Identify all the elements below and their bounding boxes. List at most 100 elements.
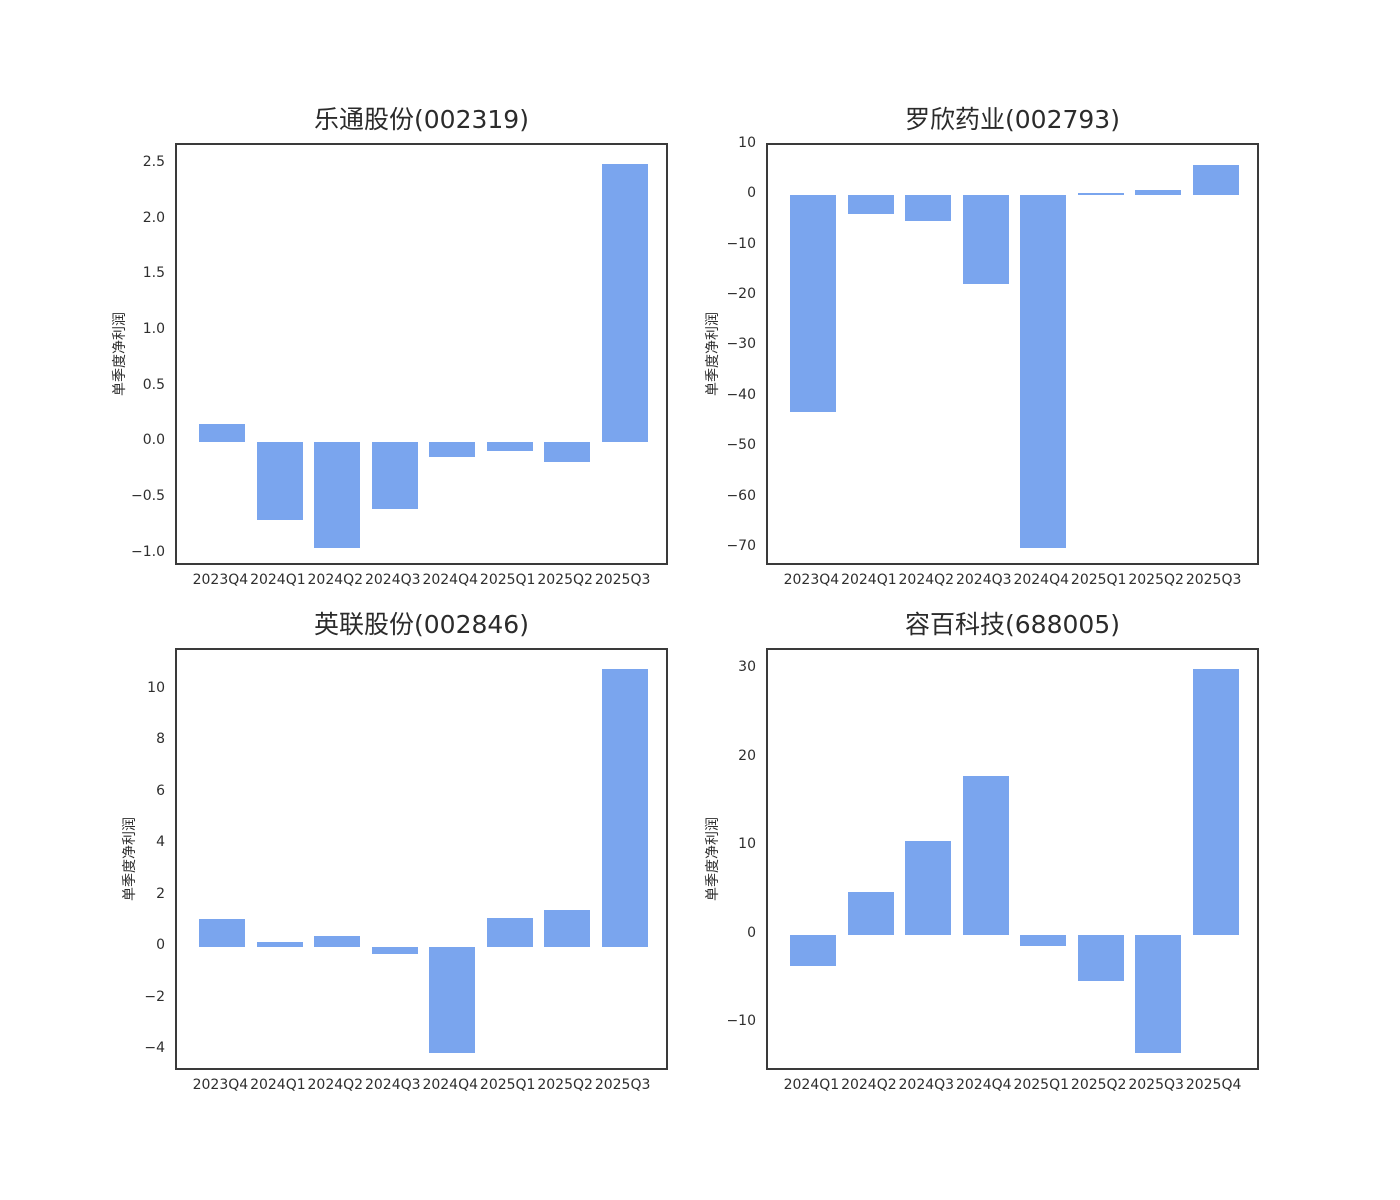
- y-tick-label: −40: [726, 386, 756, 403]
- y-tick-label: 2.5: [142, 153, 165, 170]
- bar-2024Q1: [847, 195, 894, 215]
- x-tick-label: 2024Q4: [422, 1077, 478, 1093]
- bar-2024Q2: [847, 892, 894, 935]
- x-tick-label: 2024Q4: [422, 572, 478, 588]
- x-tick-label: 2025Q4: [1185, 1077, 1242, 1093]
- bar-2025Q4: [1192, 669, 1239, 935]
- x-tick-label: 2025Q1: [1013, 1077, 1069, 1093]
- x-tick-label: 2024Q1: [250, 1077, 306, 1093]
- y-tick-label: −2: [144, 988, 165, 1005]
- y-tick-label: −0.5: [131, 487, 165, 504]
- y-tick-label: 8: [156, 731, 165, 748]
- y-tick-label: −10: [726, 235, 756, 252]
- x-tick-label: 2025Q3: [594, 572, 651, 588]
- bar-2024Q1: [790, 934, 837, 966]
- x-tick-label: 2025Q1: [479, 1077, 536, 1093]
- y-tick-label: −70: [726, 537, 756, 554]
- x-tick-label: 2024Q4: [1013, 572, 1069, 588]
- x-tick-label: 2025Q1: [479, 572, 536, 588]
- y-axis-label: 单季度净利润: [705, 817, 721, 901]
- y-tick-label: 4: [156, 834, 165, 851]
- bar-2025Q1: [1020, 934, 1067, 947]
- x-tick-label: 2023Q4: [192, 572, 249, 588]
- y-tick-label: −1.0: [131, 543, 165, 560]
- x-tick-label: 2024Q1: [783, 1077, 840, 1093]
- y-tick-label: 6: [156, 782, 165, 799]
- y-tick-label: 0: [747, 924, 756, 941]
- x-tick-label: 2023Q4: [783, 572, 840, 588]
- x-tick-label: 2024Q3: [955, 572, 1012, 588]
- plot-area: [175, 143, 668, 565]
- x-tick-label: 2024Q3: [364, 1077, 421, 1093]
- x-tick-label: 2024Q2: [841, 1077, 897, 1093]
- bar-2024Q3: [962, 195, 1009, 285]
- y-tick-label: −20: [726, 286, 756, 303]
- y-tick-label: −4: [144, 1040, 165, 1057]
- chart-title: 英联股份(002846): [314, 610, 529, 639]
- chart-title: 乐通股份(002319): [314, 105, 529, 134]
- y-tick-label: 0: [747, 185, 756, 202]
- x-tick-label: 2024Q3: [364, 572, 421, 588]
- x-tick-label: 2024Q3: [898, 1077, 955, 1093]
- x-tick-label: 2024Q2: [307, 1077, 364, 1093]
- y-tick-label: −30: [726, 336, 756, 353]
- plot-area: [766, 143, 1259, 565]
- x-tick-label: 2024Q2: [307, 572, 364, 588]
- bar-2025Q1: [1077, 193, 1124, 196]
- bar-2024Q3: [371, 947, 418, 954]
- x-tick-label: 2025Q2: [1070, 1077, 1127, 1093]
- y-tick-label: 0: [156, 937, 165, 954]
- bar-2025Q1: [486, 442, 533, 452]
- x-tick-label: 2025Q2: [537, 1077, 593, 1093]
- bar-2024Q3: [371, 442, 418, 510]
- bar-2023Q4: [790, 195, 837, 412]
- bar-2024Q1: [256, 942, 303, 948]
- x-tick-label: 2024Q2: [898, 572, 955, 588]
- bar-2025Q3: [1192, 164, 1239, 196]
- x-tick-label: 2025Q3: [594, 1077, 651, 1093]
- bar-2024Q4: [429, 442, 476, 457]
- x-tick-label: 2024Q1: [841, 572, 897, 588]
- bar-2025Q1: [486, 917, 533, 948]
- bar-2025Q2: [1077, 934, 1124, 981]
- y-tick-label: 10: [738, 836, 756, 853]
- bar-2024Q3: [905, 840, 952, 935]
- bar-2024Q2: [314, 442, 361, 549]
- y-tick-label: −50: [726, 437, 756, 454]
- y-tick-label: 30: [738, 659, 756, 676]
- bar-2025Q2: [544, 909, 591, 948]
- y-tick-label: −60: [726, 487, 756, 504]
- y-tick-label: 10: [147, 679, 165, 696]
- y-tick-label: 2.0: [142, 209, 165, 226]
- x-tick-label: 2025Q2: [537, 572, 593, 588]
- bar-2025Q3: [1135, 934, 1182, 1053]
- y-tick-label: 20: [738, 747, 756, 764]
- chart-title: 罗欣药业(002793): [905, 105, 1120, 134]
- bar-2024Q1: [256, 442, 303, 521]
- x-tick-label: 2025Q3: [1128, 1077, 1184, 1093]
- y-tick-label: 0.0: [142, 432, 165, 449]
- x-tick-label: 2025Q3: [1185, 572, 1242, 588]
- y-tick-label: 2: [156, 885, 165, 902]
- bar-2025Q2: [1135, 189, 1182, 196]
- bar-2023Q4: [199, 918, 246, 948]
- y-tick-label: −10: [726, 1013, 756, 1030]
- y-tick-label: 1.5: [142, 265, 165, 282]
- x-tick-label: 2024Q1: [250, 572, 306, 588]
- bar-2025Q3: [601, 163, 648, 443]
- y-tick-label: 10: [738, 135, 756, 151]
- bar-2024Q4: [429, 947, 476, 1053]
- plot-area: [766, 648, 1259, 1070]
- plot-area: [175, 648, 668, 1070]
- x-tick-label: 2023Q4: [192, 1077, 249, 1093]
- bar-2025Q2: [544, 442, 591, 463]
- bar-2025Q3: [601, 669, 648, 948]
- bar-2024Q4: [962, 776, 1009, 935]
- chart-title: 容百科技(688005): [905, 610, 1120, 639]
- bar-2024Q2: [314, 935, 361, 948]
- bar-2024Q4: [1020, 195, 1067, 548]
